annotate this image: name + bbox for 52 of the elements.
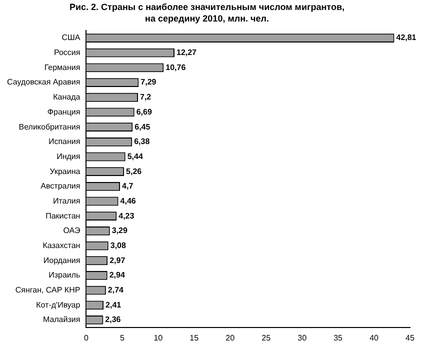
data-label: 6,45 [134,122,151,132]
data-label: 6,38 [134,137,150,146]
data-label: 12,27 [176,48,198,58]
y-tick-label: Саудовская Аравия [7,78,80,87]
x-tick-label: 10 [154,333,164,342]
chart-subtitle: на середину 2010, млн. чел. [145,14,269,24]
y-tick-label: США [62,33,81,42]
y-tick-label: Италия [52,196,80,206]
y-tick-label: Индия [56,152,80,161]
y-tick-label: Сянган, САР КНР [15,286,80,295]
data-label: 5,26 [126,166,142,176]
data-label: 42,81 [396,33,417,42]
chart-title: Рис. 2. Страны с наиболее значительным числом мигрантов, [70,2,344,12]
x-tick-label: 45 [406,333,415,342]
data-label: 6,69 [136,107,152,116]
data-label: 3,29 [112,226,128,236]
y-tick-label: ОАЭ [63,226,80,236]
x-tick-label: 40 [370,333,380,342]
data-label: 5,44 [127,152,144,161]
y-tick-label: Кот-д'Ивуар [36,300,81,310]
y-tick-label: Испания [48,137,80,146]
y-tick-label: Малайзия [42,315,80,324]
data-label: 2,74 [108,286,124,295]
data-label: 10,76 [166,62,186,72]
data-label: 4,23 [118,211,135,220]
y-tick-label: Германия [44,62,80,72]
y-tick-label: Украина [50,166,81,176]
x-tick-label: 20 [226,333,236,342]
y-tick-label: Пакистан [46,211,80,220]
y-tick-label: Великобритания [18,122,80,132]
x-tick-label: 30 [298,333,308,342]
data-label: 2,94 [109,270,126,280]
data-label: 3,08 [110,240,126,250]
data-label: 2,41 [106,300,122,310]
x-tick-label: 35 [334,333,344,342]
x-tick-label: 15 [190,333,200,342]
x-tick-label: 0 [84,333,89,342]
data-label: 2,97 [110,256,126,265]
y-tick-label: Россия [54,48,80,58]
data-label: 4,7 [122,182,134,191]
data-label: 7,2 [140,92,152,102]
y-tick-label: Израиль [48,270,80,280]
y-tick-label: Казахстан [42,240,80,250]
y-tick-label: Канада [53,92,81,102]
y-tick-label: Австралия [40,182,80,191]
data-label: 4,46 [120,196,136,206]
y-tick-label: Иордания [43,256,80,265]
x-tick-label: 5 [120,333,125,342]
y-tick-label: Франция [47,107,80,116]
data-label: 2,36 [105,315,122,324]
x-tick-label: 25 [262,333,272,342]
data-label: 7,29 [140,78,157,87]
